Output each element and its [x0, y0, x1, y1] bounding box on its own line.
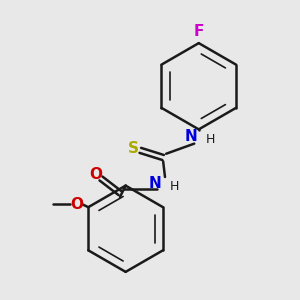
- Text: O: O: [89, 167, 102, 182]
- Text: H: H: [206, 134, 215, 146]
- Text: H: H: [170, 180, 179, 193]
- Text: O: O: [70, 197, 83, 212]
- Text: N: N: [184, 129, 197, 144]
- Text: F: F: [194, 24, 204, 39]
- Text: N: N: [148, 176, 161, 191]
- Text: S: S: [128, 141, 139, 156]
